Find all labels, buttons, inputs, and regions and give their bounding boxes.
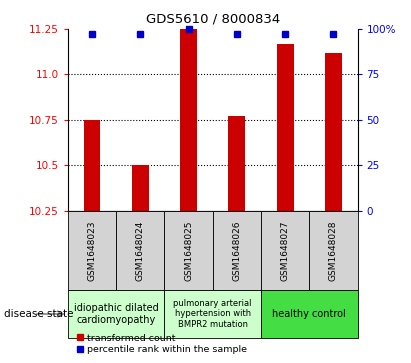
Bar [68,290,164,338]
Text: GSM1648028: GSM1648028 [329,220,338,281]
Bar [132,165,149,211]
Legend: transformed count, percentile rank within the sample: transformed count, percentile rank withi… [72,330,250,358]
Bar [164,211,213,290]
Text: GSM1648024: GSM1648024 [136,220,145,281]
Bar [229,116,245,211]
Bar [277,44,293,211]
Bar [325,53,342,211]
Bar [213,211,261,290]
Bar [83,120,100,211]
Bar [164,290,261,338]
Text: GSM1648027: GSM1648027 [281,220,290,281]
Text: healthy control: healthy control [272,309,346,319]
Bar [68,211,116,290]
Bar [116,211,164,290]
Title: GDS5610 / 8000834: GDS5610 / 8000834 [145,12,280,25]
Bar [261,290,358,338]
Text: GSM1648026: GSM1648026 [232,220,241,281]
Text: pulmonary arterial
hypertension with
BMPR2 mutation: pulmonary arterial hypertension with BMP… [173,299,252,329]
Text: GSM1648023: GSM1648023 [88,220,97,281]
Bar [180,29,197,211]
Text: GSM1648025: GSM1648025 [184,220,193,281]
Text: idiopathic dilated
cardiomyopathy: idiopathic dilated cardiomyopathy [74,303,159,325]
Bar [309,211,358,290]
Bar [261,211,309,290]
Text: disease state: disease state [4,309,74,319]
